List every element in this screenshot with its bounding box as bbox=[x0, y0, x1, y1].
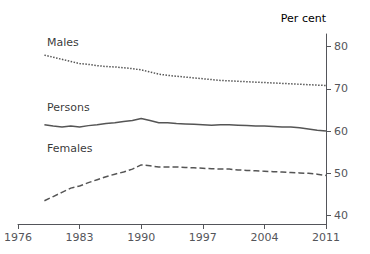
svg-text:70: 70 bbox=[334, 82, 348, 95]
svg-text:1990: 1990 bbox=[127, 231, 155, 244]
svg-text:2004: 2004 bbox=[250, 231, 278, 244]
svg-text:Females: Females bbox=[47, 142, 93, 155]
svg-text:Males: Males bbox=[47, 36, 79, 49]
svg-text:1983: 1983 bbox=[66, 231, 94, 244]
svg-text:2011: 2011 bbox=[312, 231, 340, 244]
svg-text:1997: 1997 bbox=[189, 231, 217, 244]
svg-text:Per cent: Per cent bbox=[281, 12, 327, 25]
svg-text:Persons: Persons bbox=[47, 101, 90, 114]
svg-text:40: 40 bbox=[334, 209, 348, 222]
svg-text:80: 80 bbox=[334, 40, 348, 53]
svg-text:1976: 1976 bbox=[4, 231, 32, 244]
svg-text:50: 50 bbox=[334, 167, 348, 180]
svg-text:60: 60 bbox=[334, 125, 348, 138]
